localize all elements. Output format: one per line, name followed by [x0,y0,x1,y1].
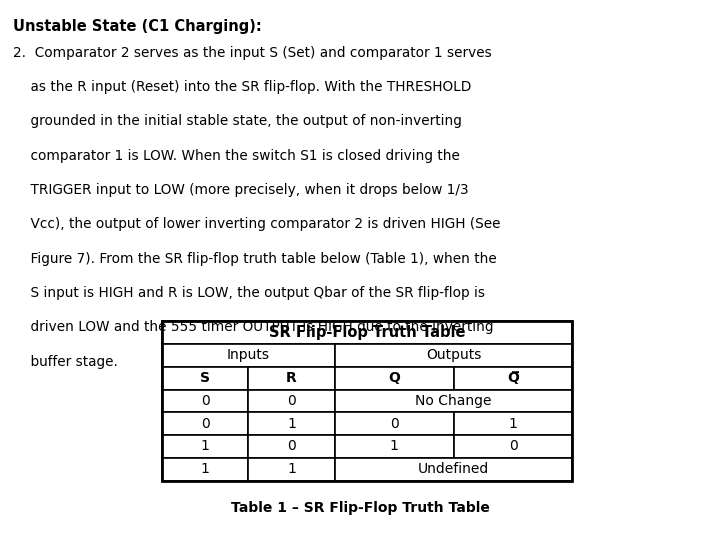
Text: Vcc), the output of lower inverting comparator 2 is driven HIGH (See: Vcc), the output of lower inverting comp… [13,217,500,231]
Bar [248,458,335,481]
Text: 1: 1 [390,440,399,454]
Bar [162,367,248,389]
Text: 1: 1 [508,417,518,431]
Text: 0: 0 [287,394,296,408]
Text: Outputs: Outputs [426,348,481,362]
Text: 1: 1 [287,417,296,431]
Text: Undefined: Undefined [418,462,489,476]
Text: 0: 0 [287,440,296,454]
Text: grounded in the initial stable state, the output of non-inverting: grounded in the initial stable state, th… [13,114,462,129]
Text: R: R [287,371,297,385]
Text: 0: 0 [201,394,210,408]
Bar [162,321,572,481]
Text: Table 1 – SR Flip-Flop Truth Table: Table 1 – SR Flip-Flop Truth Table [230,501,490,515]
Text: 0: 0 [508,440,518,454]
Bar [162,458,248,481]
Bar [248,435,335,458]
Text: as the R input (Reset) into the SR flip-flop. With the THRESHOLD: as the R input (Reset) into the SR flip-… [13,80,471,94]
Text: 0: 0 [390,417,399,431]
Bar [162,321,572,344]
Bar [335,367,454,389]
Bar [335,435,454,458]
Bar [248,367,335,389]
Bar [454,435,572,458]
Bar [335,344,572,367]
Bar [248,389,335,413]
Bar [162,389,248,413]
Text: 0: 0 [201,417,210,431]
Bar [162,344,335,367]
Text: No Change: No Change [415,394,492,408]
Bar [248,413,335,435]
Bar [454,413,572,435]
Text: Q: Q [388,371,400,385]
Text: buffer stage.: buffer stage. [13,354,118,368]
Text: 1: 1 [201,440,210,454]
Text: 1: 1 [201,462,210,476]
Text: Unstable State (C1 Charging):: Unstable State (C1 Charging): [13,19,261,34]
Text: 2.  Comparator 2 serves as the input S (Set) and comparator 1 serves: 2. Comparator 2 serves as the input S (S… [13,46,492,60]
Bar [162,413,248,435]
Text: S: S [200,371,210,385]
Bar [162,435,248,458]
Text: comparator 1 is LOW. When the switch S1 is closed driving the: comparator 1 is LOW. When the switch S1 … [13,148,460,163]
Text: Q̅: Q̅ [507,371,519,385]
Text: S input is HIGH and R is LOW, the output Qbar of the SR flip-flop is: S input is HIGH and R is LOW, the output… [13,286,485,300]
Text: 1: 1 [287,462,296,476]
Bar [335,458,572,481]
Bar [335,389,572,413]
Text: TRIGGER input to LOW (more precisely, when it drops below 1/3: TRIGGER input to LOW (more precisely, wh… [13,183,469,197]
Text: SR Flip-Flop Truth Table: SR Flip-Flop Truth Table [269,325,465,340]
Text: Inputs: Inputs [227,348,270,362]
Text: driven LOW and the 555 timer OUTPUT is HIGH due to the inverting: driven LOW and the 555 timer OUTPUT is H… [13,320,493,334]
Bar [454,367,572,389]
Bar [335,413,454,435]
Text: Figure 7). From the SR flip-flop truth table below (Table 1), when the: Figure 7). From the SR flip-flop truth t… [13,252,497,266]
